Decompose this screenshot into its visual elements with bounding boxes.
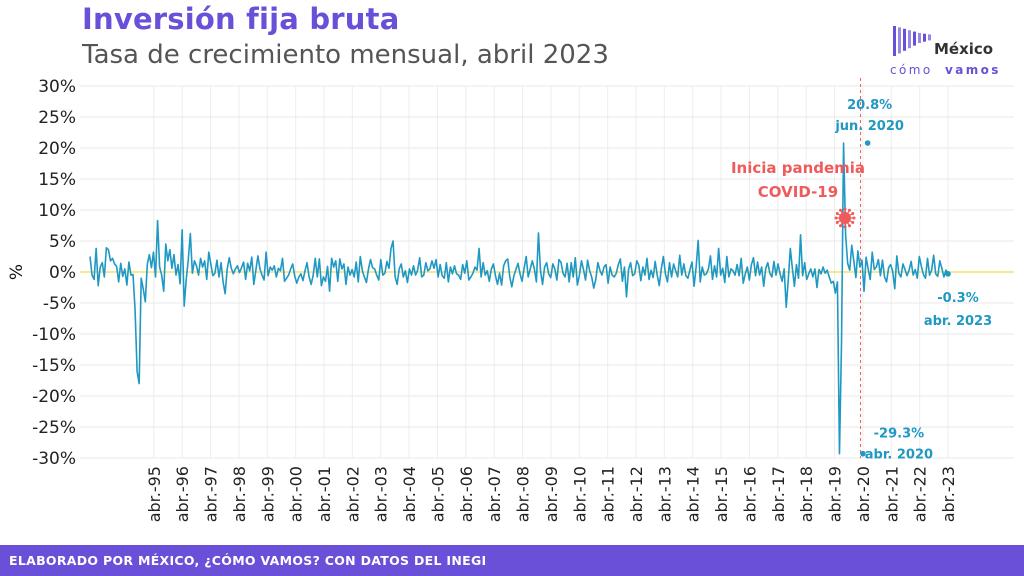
virus-body	[839, 212, 851, 224]
virus-spike-tip	[843, 207, 847, 211]
y-tick-label: 30%	[38, 77, 76, 97]
virus-spike-tip	[852, 216, 856, 220]
pandemic-label-line2: COVID-19	[758, 183, 838, 201]
grid	[80, 85, 1014, 459]
logo-bar	[913, 31, 916, 46]
logo-bar	[923, 33, 926, 42]
y-tick-label: 20%	[38, 139, 76, 159]
x-tick-label: abr.-19	[826, 466, 845, 522]
series-line	[89, 142, 949, 455]
y-tick-label: -10%	[32, 325, 76, 345]
y-axis-label: %	[7, 264, 27, 280]
x-tick-label: abr.-23	[939, 466, 958, 522]
virus-spike-tip	[839, 224, 842, 228]
annotation-date-label: jun. 2020	[834, 119, 904, 134]
y-tick-label: 15%	[38, 170, 76, 190]
logo-bar	[893, 26, 896, 56]
x-tick-label: abr.-09	[542, 466, 561, 522]
logo-text-mexico: México	[934, 40, 993, 58]
line-chart: 30% 25% 20% 15% 10% 5% 0% -5% -10% -15% -20% -25% -3…	[7, 77, 1014, 522]
x-tick-label: abr.-01	[315, 466, 334, 522]
virus-spike-tip	[834, 216, 838, 220]
virus-spike-tip	[848, 208, 851, 212]
footer-bar: ELABORADO POR MÉXICO, ¿CÓMO VAMOS? CON D…	[0, 545, 1024, 576]
logo-bar	[928, 34, 931, 41]
x-tick-label: abr.-97	[202, 466, 221, 522]
annotation-point	[860, 450, 866, 457]
annotation-date-label: abr. 2023	[924, 314, 992, 329]
virus-spike-tip	[839, 208, 842, 212]
x-tick-label: abr.-08	[514, 466, 533, 522]
x-tick-label: abr.-02	[343, 466, 362, 522]
x-tick-label: abr.-04	[400, 466, 419, 522]
x-tick-label: abr.-11	[599, 466, 618, 522]
x-tick-label: abr.-98	[230, 466, 249, 522]
y-tick-label: 5%	[49, 232, 76, 252]
annotation-value-label: -29.3%	[874, 427, 925, 442]
virus-spike-tip	[843, 225, 847, 229]
x-tick-label: abr.-17	[769, 466, 788, 522]
chart-subtitle: Tasa de crecimiento mensual, abril 2023	[82, 40, 609, 70]
x-tick-label: abr.-18	[797, 466, 816, 522]
x-tick-label: abr.-21	[882, 466, 901, 522]
y-tick-label: 0%	[49, 263, 76, 283]
logo-bar	[908, 30, 911, 49]
x-axis-ticks: abr.-95 abr.-96 abr.-97 abr.-98 abr.-99 abr.-…	[145, 466, 958, 522]
virus-spike-tip	[851, 212, 855, 215]
x-tick-label: abr.-95	[145, 466, 164, 522]
x-tick-label: abr.-12	[627, 466, 646, 522]
y-tick-label: -25%	[32, 418, 76, 438]
logo-text-vamos: vamos	[945, 63, 1001, 77]
x-tick-label: abr.-03	[372, 466, 391, 522]
annotation-value-label: -0.3%	[937, 291, 978, 306]
y-tick-label: -30%	[32, 449, 76, 469]
x-tick-label: abr.-20	[854, 466, 873, 522]
y-tick-label: -5%	[43, 294, 76, 314]
x-tick-label: abr.-16	[740, 466, 759, 522]
virus-spike-tip	[835, 221, 839, 224]
x-tick-label: abr.-99	[258, 466, 277, 522]
virus-spike-tip	[848, 224, 851, 228]
footer-source-text: ELABORADO POR MÉXICO, ¿CÓMO VAMOS? CON D…	[9, 553, 487, 568]
x-tick-label: abr.-07	[485, 466, 504, 522]
annotation-value-label: 20.8%	[847, 98, 892, 113]
y-axis-ticks: 30% 25% 20% 15% 10% 5% 0% -5% -10% -15% -20% -25% -3…	[32, 77, 76, 469]
virus-icon	[834, 207, 856, 229]
x-tick-label: abr.-14	[684, 466, 703, 522]
annotation-date-label: abr. 2020	[865, 448, 933, 463]
x-tick-label: abr.-10	[570, 466, 589, 522]
logo-bar	[903, 28, 906, 51]
y-tick-label: -15%	[32, 356, 76, 376]
annotation-point	[945, 271, 951, 277]
y-tick-label: 25%	[38, 108, 76, 128]
x-tick-label: abr.-22	[911, 466, 930, 522]
x-tick-label: abr.-96	[173, 466, 192, 522]
virus-spike-tip	[851, 221, 855, 224]
y-tick-label: 10%	[38, 201, 76, 221]
logo-bar	[918, 33, 921, 43]
bar-logo-icon: México cómo vamos	[890, 26, 1001, 77]
x-tick-label: abr.-05	[428, 466, 447, 522]
x-tick-label: abr.-15	[712, 466, 731, 522]
x-tick-label: abr.-06	[457, 466, 476, 522]
annotation-point	[864, 140, 871, 146]
x-tick-label: abr.-00	[287, 466, 306, 522]
logo-bar	[898, 27, 901, 54]
y-tick-label: -20%	[32, 387, 76, 407]
chart-title: Inversión fija bruta	[82, 2, 400, 36]
pandemic-label-line1: Inicia pandemia	[731, 159, 865, 177]
virus-spike-tip	[835, 212, 839, 215]
mexico-como-vamos-logo: México cómo vamos	[888, 22, 1008, 84]
x-tick-label: abr.-13	[655, 466, 674, 522]
logo-text-como: cómo	[890, 63, 933, 77]
annotations: 20.8% jun. 2020 -29.3% abr. 2020 -0.3% abr. 2…	[834, 98, 992, 463]
